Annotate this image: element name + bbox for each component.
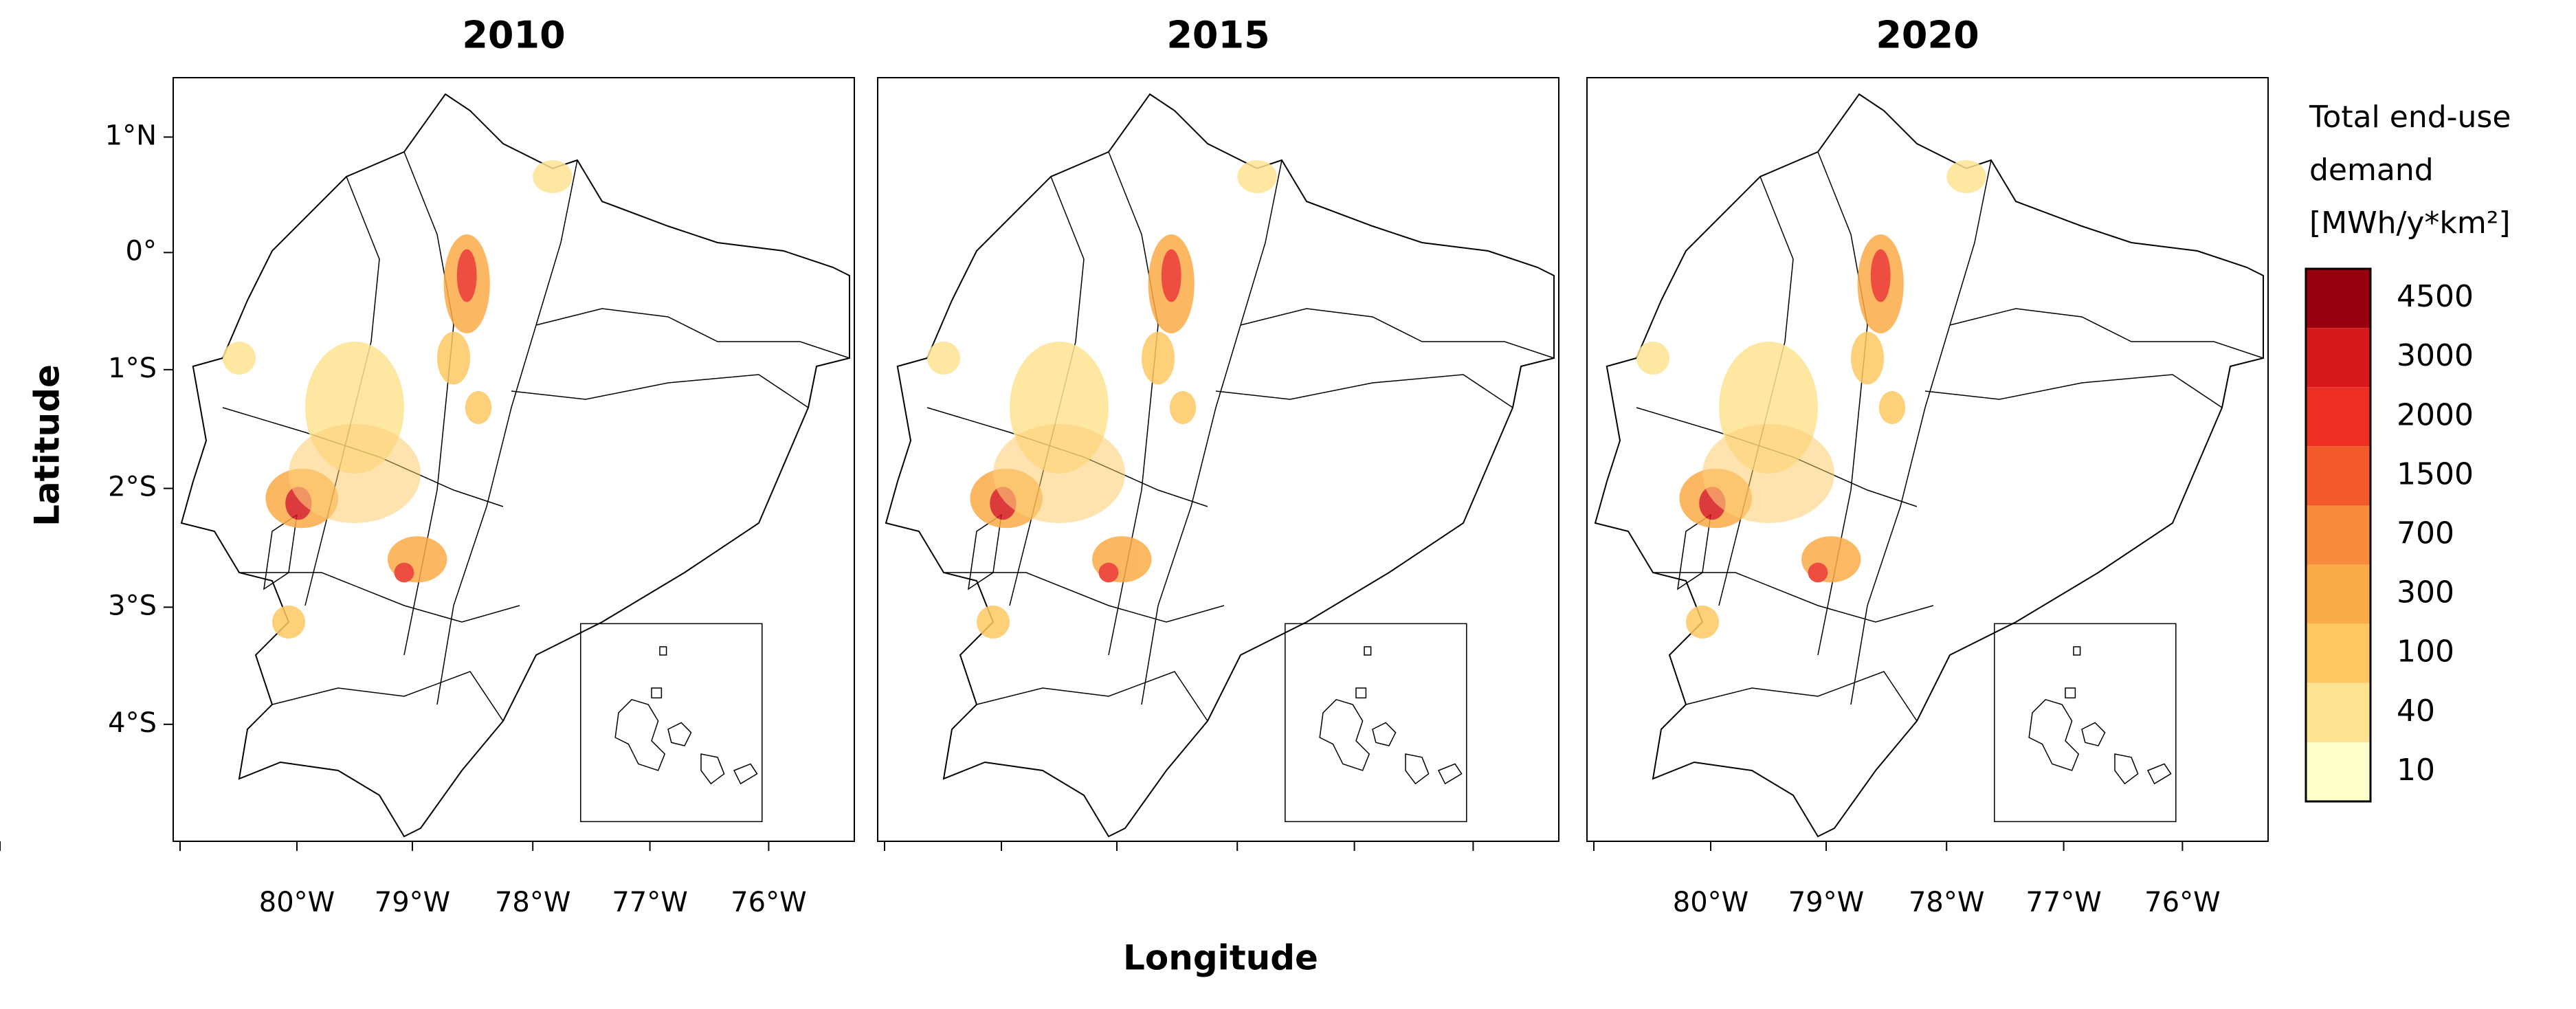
legend-title: demand xyxy=(2309,153,2434,188)
map xyxy=(1595,94,2263,836)
y-tick-label: 0° xyxy=(126,235,157,267)
panel-frame xyxy=(1586,77,2269,842)
y-axis-label: Latitude xyxy=(27,364,67,526)
legend-label: 100 xyxy=(2397,634,2454,669)
map-panels: 2010 80°W 79°W 78°W 77°W 76°W 2015 2020 80°W 79°W… xyxy=(0,14,2269,918)
x-tick-label: 78°W xyxy=(495,887,570,918)
y-tick-label: 4°S xyxy=(108,707,157,739)
legend-title: [MWh/y*km²] xyxy=(2309,206,2511,241)
legend-swatch xyxy=(2306,623,2370,683)
panel-title: 2015 xyxy=(1166,14,1269,57)
legend-label: 2000 xyxy=(2397,397,2474,432)
legend-swatch xyxy=(2306,446,2370,506)
legend-swatch xyxy=(2306,564,2370,624)
x-tick-label: 79°W xyxy=(375,887,450,918)
legend-title: Total end-use xyxy=(2309,100,2511,135)
legend: Total end-use demand [MWh/y*km²] 4500 3000 20… xyxy=(2305,100,2511,803)
x-tick-label: 80°W xyxy=(259,887,335,918)
y-tick-label: 1°S xyxy=(108,353,157,384)
legend-swatch xyxy=(2306,742,2370,801)
x-tick-label: 80°W xyxy=(1673,887,1748,918)
x-tick-label: 76°W xyxy=(731,887,806,918)
legend-swatch xyxy=(2306,505,2370,565)
legend-swatch xyxy=(2306,683,2370,742)
x-tick-label: 76°W xyxy=(2144,887,2220,918)
legend-swatch xyxy=(2306,269,2370,329)
legend-label: 40 xyxy=(2397,694,2435,729)
legend-label: 3000 xyxy=(2397,338,2474,373)
legend-swatch xyxy=(2306,328,2370,388)
panel-title: 2010 xyxy=(462,14,565,57)
x-tick-label: 77°W xyxy=(612,887,687,918)
legend-label: 700 xyxy=(2397,516,2454,551)
panel-frame xyxy=(877,77,1559,842)
y-tick-label: 1°N xyxy=(105,120,157,151)
legend-frame xyxy=(2305,267,2372,803)
map xyxy=(181,94,850,836)
map xyxy=(886,94,1554,836)
panel-title: 2020 xyxy=(1876,14,1979,57)
legend-label: 1500 xyxy=(2397,456,2474,491)
y-tick-label: 3°S xyxy=(108,590,157,621)
legend-label: 4500 xyxy=(2397,279,2474,314)
legend-swatch xyxy=(2306,387,2370,447)
x-axis-label: Longitude xyxy=(1123,938,1318,978)
legend-label: 300 xyxy=(2397,575,2454,610)
x-tick-label: 77°W xyxy=(2025,887,2101,918)
x-tick-label: 79°W xyxy=(1788,887,1864,918)
x-tick-label: 78°W xyxy=(1909,887,1984,918)
y-tick-label: 2°S xyxy=(108,472,157,503)
legend-label: 10 xyxy=(2397,753,2435,788)
panel-frame xyxy=(173,77,855,842)
